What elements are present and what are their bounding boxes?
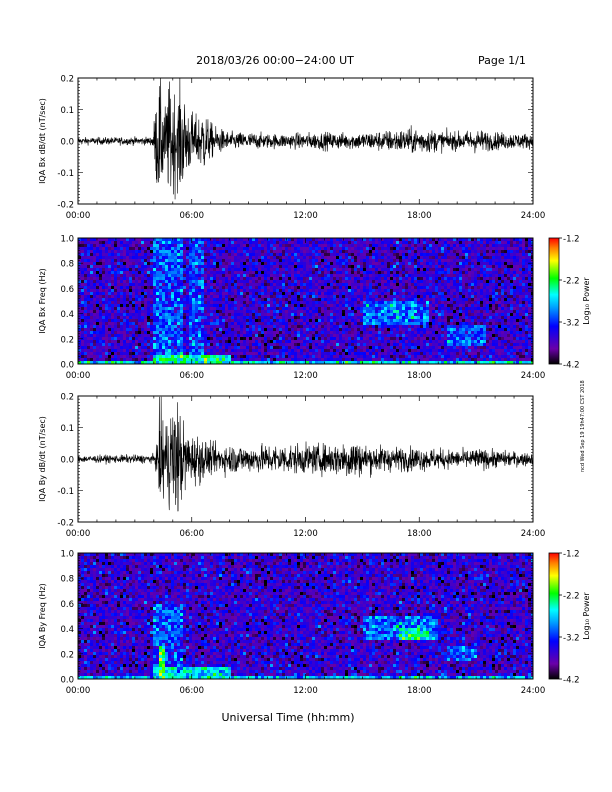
colorbar-label: Log₁₀ Power [582, 277, 591, 325]
colorbar-tick-label: -3.2 [563, 319, 580, 329]
y-tick-label: -0.1 [57, 169, 74, 179]
x-tick-label: 24:00 [521, 371, 546, 381]
series-line-1 [78, 78, 533, 200]
colorbar-tick-label: -3.2 [563, 634, 580, 644]
x-tick-label: 00:00 [66, 371, 91, 381]
x-tick-label: 24:00 [521, 211, 546, 221]
y-axis-label: IQA Bx Freq (Hz) [38, 268, 47, 334]
y-tick-label: 0.6 [60, 600, 74, 610]
x-tick-label: 12:00 [293, 529, 318, 539]
y-tick-label: 0.2 [60, 393, 74, 403]
x-tick-label: 00:00 [66, 686, 91, 696]
y-axis-label: IQA By Freq (Hz) [38, 583, 47, 649]
x-tick-label: 18:00 [407, 529, 432, 539]
spectrogram-4 [78, 553, 533, 679]
x-tick-label: 12:00 [293, 686, 318, 696]
x-tick-label: 18:00 [407, 371, 432, 381]
y-tick-label: 0.0 [60, 676, 74, 686]
panel-3: 00:00 06:00 12:00 18:00 24:00 0.2 0.1 0.0 -0.1 -0… [38, 393, 545, 540]
y-tick-label: 0.0 [60, 138, 74, 148]
x-tick-label: 24:00 [521, 686, 546, 696]
y-tick-label: 1.0 [60, 235, 74, 245]
colorbar-2 [548, 237, 560, 365]
colorbar-4 [548, 552, 560, 680]
y-tick-label: 1.0 [60, 550, 74, 560]
y-tick-label: 0.0 [60, 456, 74, 466]
x-tick-label: 06:00 [180, 211, 205, 221]
y-tick-label: 0.4 [60, 625, 74, 635]
x-tick-label: 18:00 [407, 686, 432, 696]
y-tick-label: 0.6 [60, 285, 74, 295]
panel-4: -1.2 -2.2 -3.2 -4.2 Log₁₀ Power 00:00 06:00 12:… [38, 550, 591, 697]
y-tick-label: 0.8 [60, 260, 74, 270]
colorbar-tick-label: -2.2 [563, 592, 580, 602]
side-timestamp: ncd Wed Sep 19 19h47:00 CST 2018 [580, 380, 586, 472]
x-tick-label: 06:00 [180, 686, 205, 696]
colorbar-tick-label: -2.2 [563, 277, 580, 287]
x-tick-label: 06:00 [180, 371, 205, 381]
y-tick-label: -0.2 [57, 519, 74, 529]
y-tick-label: 0.8 [60, 575, 74, 585]
colorbar-label: Log₁₀ Power [582, 592, 591, 640]
series-line-3 [78, 396, 533, 512]
colorbar-tick-label: -1.2 [563, 235, 580, 245]
x-tick-label: 12:00 [293, 211, 318, 221]
x-tick-label: 00:00 [66, 529, 91, 539]
x-tick-label: 18:00 [407, 211, 432, 221]
colorbar-tick-label: -4.2 [563, 361, 580, 371]
panel-1: 00:00 06:00 12:00 18:00 24:00 0.2 0.1 0.0 -0.1 -0… [38, 75, 546, 222]
y-axis-label: IQA By dB/dt (nT/sec) [38, 416, 47, 502]
page-indicator: Page 1/1 [478, 54, 526, 67]
y-tick-label: 0.1 [60, 424, 74, 434]
y-tick-label: 0.2 [60, 75, 74, 85]
x-tick-label: 06:00 [180, 529, 205, 539]
colorbar-tick-label: -4.2 [563, 676, 580, 686]
x-axis-label: Universal Time (hh:mm) [222, 711, 355, 724]
spectrogram-2 [78, 238, 533, 364]
y-tick-label: 0.1 [60, 106, 74, 116]
colorbar-tick-label: -1.2 [563, 550, 580, 560]
y-tick-label: 0.2 [60, 335, 74, 345]
y-axis-label: IQA Bx dB/dt (nT/sec) [38, 98, 47, 184]
x-tick-label: 24:00 [521, 529, 546, 539]
y-tick-label: -0.1 [57, 487, 74, 497]
y-tick-label: 0.0 [60, 361, 74, 371]
y-tick-label: 0.4 [60, 310, 74, 320]
panel-2: -1.2 -2.2 -3.2 -4.2 Log₁₀ Power 00:00 06:00 12:… [38, 235, 591, 382]
y-tick-label: -0.2 [57, 201, 74, 211]
panels: 00:00 06:00 12:00 18:00 24:00 0.2 0.1 0.0 -0.1 -0… [38, 75, 591, 697]
y-tick-label: 0.2 [60, 650, 74, 660]
figure-title: 2018/03/26 00:00−24:00 UT [196, 54, 354, 67]
x-tick-label: 00:00 [66, 211, 91, 221]
x-tick-label: 12:00 [293, 371, 318, 381]
